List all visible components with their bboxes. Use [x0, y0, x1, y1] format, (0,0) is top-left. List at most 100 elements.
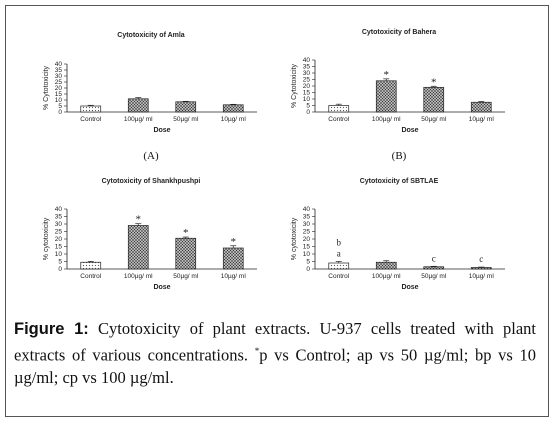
bar: [423, 86, 445, 113]
significance-label: *: [136, 214, 142, 226]
x-tick-label: 50µg/ ml: [421, 116, 447, 123]
x-tick-label: 10µg/ ml: [221, 273, 247, 280]
y-tick-label: 25: [55, 229, 63, 236]
y-tick-label: 5: [306, 103, 310, 110]
bar: [328, 262, 350, 270]
significance-label: a: [337, 249, 341, 259]
y-tick-label: 15: [303, 244, 311, 251]
y-tick-label: 15: [55, 244, 63, 251]
figure-frame: [5, 5, 549, 417]
x-tick-label: 100µg/ ml: [372, 273, 401, 280]
x-tick-label: 10µg/ ml: [221, 116, 247, 123]
y-tick-label: 30: [55, 221, 63, 228]
x-tick-label: 50µg/ ml: [421, 273, 447, 280]
bar: [423, 266, 445, 270]
x-tick-label: Control: [80, 116, 102, 123]
x-axis-label: Dose: [401, 127, 418, 134]
y-tick-label: 40: [55, 206, 63, 213]
y-tick-label: 5: [58, 259, 62, 266]
y-tick-label: 35: [303, 214, 311, 221]
y-tick-label: 20: [55, 85, 63, 92]
x-axis-label: Dose: [153, 127, 170, 134]
bar: [175, 101, 197, 113]
y-tick-label: 20: [303, 83, 311, 90]
y-tick-label: 5: [58, 103, 62, 110]
y-tick-label: 5: [306, 259, 310, 266]
x-tick-label: Control: [328, 116, 350, 123]
chart-title: Cytotoxicity of SBTLAE: [359, 178, 439, 185]
significance-label: *: [183, 227, 189, 239]
significance-label: *: [431, 76, 437, 88]
y-tick-label: 40: [303, 206, 311, 213]
bar: [375, 80, 397, 113]
figure-caption: Figure 1: Cytotoxicity of plant extracts…: [14, 318, 536, 389]
x-tick-label: 50µg/ ml: [173, 273, 199, 280]
panel-letter: (B): [391, 150, 407, 162]
bar: [375, 261, 397, 270]
y-tick-label: 0: [306, 266, 310, 273]
x-axis-label: Dose: [401, 284, 418, 291]
y-axis-label: % Cytotoxicity: [43, 66, 50, 110]
bar: [127, 225, 149, 270]
bar: [175, 237, 197, 270]
significance-label: c: [432, 253, 436, 263]
y-axis-label: % Cytotoxicity: [291, 64, 298, 108]
bar: [470, 101, 492, 113]
y-tick-label: 40: [303, 57, 311, 64]
y-tick-label: 35: [55, 214, 63, 221]
caption-sup: *: [254, 346, 260, 356]
y-tick-label: 0: [58, 109, 62, 116]
y-tick-label: 10: [55, 251, 63, 258]
chart-amla: Cytotoxicity of Amla 0 5 10 15 20 25 30 35 40 % C…: [34, 28, 268, 168]
x-tick-label: 100µg/ ml: [124, 273, 153, 280]
x-tick-label: 100µg/ ml: [372, 116, 401, 123]
x-tick-label: 50µg/ ml: [173, 116, 199, 123]
caption-text-rest: p vs Control; ap vs 50 µg/ml; bp vs 10 µ…: [14, 345, 536, 387]
y-tick-label: 15: [303, 90, 311, 97]
significance-label: b: [337, 238, 342, 248]
x-tick-label: 10µg/ ml: [469, 116, 495, 123]
x-tick-label: 100µg/ ml: [124, 116, 153, 123]
significance-label: c: [479, 254, 483, 264]
y-tick-label: 15: [55, 91, 63, 98]
y-tick-label: 25: [303, 77, 311, 84]
y-tick-label: 10: [303, 96, 311, 103]
y-tick-label: 30: [55, 73, 63, 80]
y-tick-label: 0: [58, 266, 62, 273]
bar: [222, 247, 244, 270]
y-tick-label: 20: [303, 236, 311, 243]
y-tick-label: 35: [55, 67, 63, 74]
y-tick-label: 25: [55, 79, 63, 86]
chart-bahera: Cytotoxicity of Bahera 0 5 10 15 20 25 30 35 40%…: [282, 25, 516, 168]
y-tick-label: 0: [306, 109, 310, 116]
caption-label: Figure 1:: [14, 320, 89, 338]
y-tick-label: 35: [303, 64, 311, 71]
x-tick-label: Control: [328, 273, 350, 280]
y-tick-label: 10: [55, 97, 63, 104]
caption-text: Cytotoxicity of plant extracts. U-937 ce…: [14, 319, 536, 365]
y-tick-label: 30: [303, 221, 311, 228]
y-axis-label: % cytotoxicity: [291, 217, 298, 260]
y-tick-label: 30: [303, 70, 311, 77]
chart-title: Cytotoxicity of Bahera: [361, 29, 437, 36]
bar: [80, 105, 102, 113]
chart-title: Cytotoxicity of Shankhpushpi: [101, 178, 201, 185]
bar: [80, 261, 102, 270]
bar: [470, 267, 492, 270]
y-tick-label: 20: [55, 236, 63, 243]
y-tick-label: 10: [303, 251, 311, 258]
x-axis-label: Dose: [153, 284, 170, 291]
y-tick-label: 25: [303, 229, 311, 236]
bar: [328, 105, 350, 113]
bar: [222, 104, 244, 113]
x-tick-label: Control: [80, 273, 102, 280]
y-tick-label: 40: [55, 61, 63, 68]
x-tick-label: 10µg/ ml: [469, 273, 495, 280]
y-axis-label: % cytotoxicity: [43, 217, 50, 260]
chart-sbtlae: Cytotoxicity of SBTLAE 0 5 10 15 20 25 30 35 40%…: [282, 174, 516, 309]
significance-label: *: [231, 236, 237, 248]
